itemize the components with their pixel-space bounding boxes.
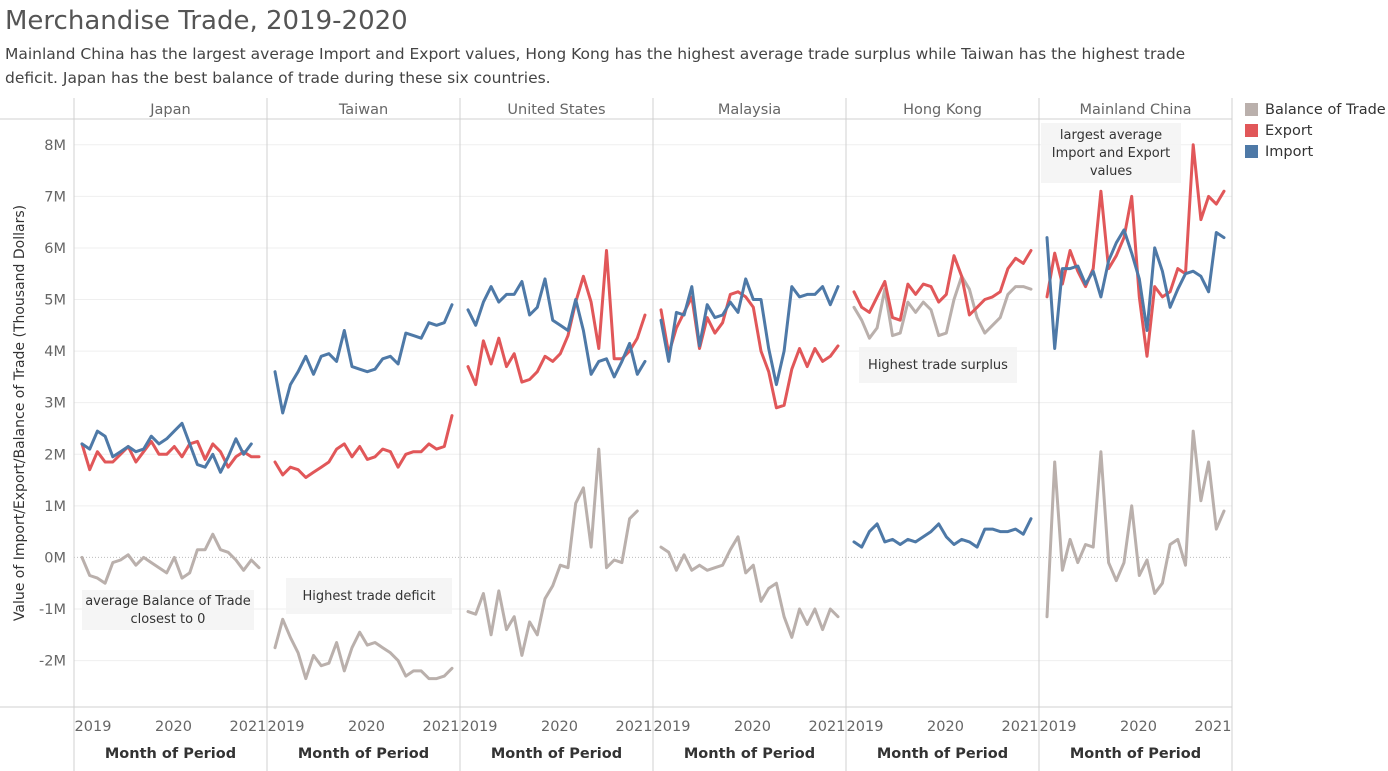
y-tick-label: 5M — [44, 293, 66, 309]
x-tick-label: 2021 — [230, 719, 267, 735]
axis-text: 8M 7M 6M 5M 4M 3M 2M 1M 0M -1M -2M Value of Import/… — [12, 102, 1231, 762]
chart-title: Merchandise Trade, 2019-2020 — [5, 6, 408, 36]
y-tick-label: 6M — [44, 241, 66, 257]
x-axis-label: Month of Period — [105, 746, 236, 762]
legend-swatch-export — [1245, 124, 1258, 137]
legend-label-export: Export — [1265, 122, 1313, 139]
series-line-export-japan[interactable] — [80, 439, 261, 472]
x-tick-label: 2019 — [847, 719, 884, 735]
series-line-import-taiwan[interactable] — [273, 303, 454, 415]
annotation-text: average Balance of Trade — [85, 594, 251, 609]
x-axis-label: Month of Period — [491, 746, 622, 762]
panel-header-malaysia: Malaysia — [718, 102, 781, 118]
x-tick-label: 2020 — [155, 719, 192, 735]
legend-item-balance[interactable]: Balance of Trade — [1245, 99, 1386, 120]
panel-header-united-states: United States — [507, 102, 605, 118]
series-line-export-taiwan[interactable] — [273, 414, 454, 479]
legend-item-export[interactable]: Export — [1245, 120, 1386, 141]
y-tick-label: 3M — [44, 396, 66, 412]
x-tick-label: 2019 — [654, 719, 691, 735]
x-tick-label: 2019 — [268, 719, 305, 735]
series-line-export-malaysia[interactable] — [659, 290, 840, 410]
x-tick-label: 2020 — [734, 719, 771, 735]
series-line-balance-of-trade-japan[interactable] — [80, 532, 261, 585]
x-tick-label: 2021 — [809, 719, 846, 735]
y-tick-label: 4M — [44, 344, 66, 360]
series-line-balance-of-trade-hong-kong[interactable] — [852, 274, 1033, 340]
x-tick-label: 2020 — [348, 719, 385, 735]
annotation-text: largest average — [1060, 128, 1162, 143]
panel-header-japan: Japan — [149, 102, 190, 118]
annotation-text: closest to 0 — [131, 612, 206, 627]
x-tick-label: 2019 — [75, 719, 112, 735]
y-tick-label: 7M — [44, 189, 66, 205]
series-line-import-united-states[interactable] — [466, 277, 647, 379]
y-axis-label: Value of Import/Export/Balance of Trade … — [12, 205, 28, 621]
x-tick-label: 2019 — [1040, 719, 1077, 735]
annotations: average Balance of Trade closest to 0 High… — [82, 123, 1181, 630]
series-line-balance-of-trade-mainland-china[interactable] — [1045, 429, 1226, 619]
y-tick-label: 2M — [44, 447, 66, 463]
y-tick-label: 1M — [44, 499, 66, 515]
annotation-text: Highest trade deficit — [303, 589, 436, 604]
x-tick-label: 2020 — [541, 719, 578, 735]
legend: Balance of Trade Export Import — [1245, 99, 1386, 162]
annotation-box — [82, 590, 254, 630]
chart-subtitle: Mainland China has the largest average I… — [5, 45, 1186, 87]
panel-header-hong-kong: Hong Kong — [903, 102, 982, 118]
series-line-balance-of-trade-malaysia[interactable] — [659, 535, 840, 639]
panel-header-mainland-china: Mainland China — [1080, 102, 1192, 118]
series-line-export-hong-kong[interactable] — [852, 249, 1033, 322]
annotation-box — [1041, 123, 1181, 183]
x-tick-label: 2021 — [616, 719, 653, 735]
x-tick-label: 2021 — [1195, 719, 1232, 735]
panel-header-taiwan: Taiwan — [338, 102, 388, 118]
y-tick-label: 8M — [44, 138, 66, 154]
panel-frames — [0, 98, 1233, 771]
x-axis-label: Month of Period — [298, 746, 429, 762]
x-axis-label: Month of Period — [684, 746, 815, 762]
y-tick-label: -2M — [39, 654, 66, 670]
x-tick-label: 2020 — [1120, 719, 1157, 735]
series-line-import-hong-kong[interactable] — [852, 517, 1033, 549]
legend-swatch-balance — [1245, 103, 1258, 116]
y-tick-label: 0M — [44, 550, 66, 566]
annotation-box — [859, 347, 1017, 383]
legend-label-import: Import — [1265, 143, 1314, 160]
x-tick-label: 2021 — [1002, 719, 1039, 735]
series-line-import-mainland-china[interactable] — [1045, 228, 1226, 350]
series-lines — [80, 143, 1226, 681]
series-line-export-united-states[interactable] — [466, 249, 647, 387]
legend-item-import[interactable]: Import — [1245, 141, 1386, 162]
series-line-balance-of-trade-united-states[interactable] — [466, 447, 639, 657]
series-line-import-malaysia[interactable] — [659, 277, 840, 387]
legend-label-balance: Balance of Trade — [1265, 101, 1386, 118]
series-line-import-japan[interactable] — [80, 421, 253, 474]
series-line-balance-of-trade-taiwan[interactable] — [273, 617, 454, 681]
legend-swatch-import — [1245, 145, 1258, 158]
trade-chart: average Balance of Trade closest to 0 High… — [0, 98, 1233, 771]
x-axis-label: Month of Period — [1070, 746, 1201, 762]
annotation-box — [286, 578, 452, 614]
annotation-text: values — [1090, 164, 1133, 179]
annotation-text: Highest trade surplus — [868, 358, 1008, 373]
x-axis-label: Month of Period — [877, 746, 1008, 762]
annotation-text: Import and Export — [1052, 146, 1170, 161]
x-tick-label: 2021 — [423, 719, 460, 735]
x-tick-label: 2020 — [927, 719, 964, 735]
x-tick-label: 2019 — [461, 719, 498, 735]
y-tick-label: -1M — [39, 602, 66, 618]
